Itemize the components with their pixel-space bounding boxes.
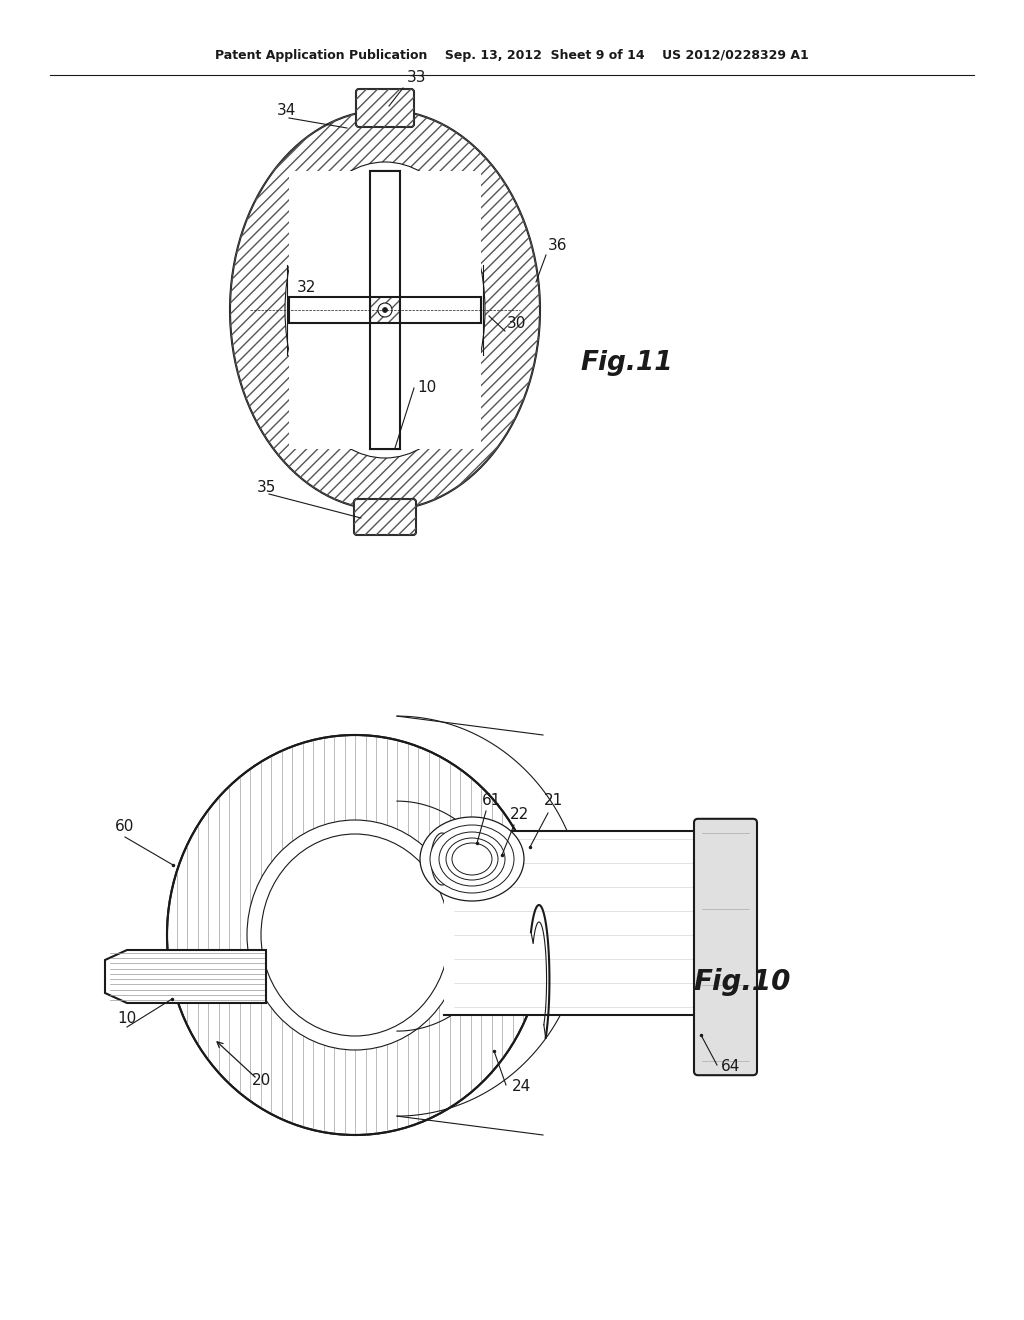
- Bar: [289, 297, 481, 323]
- Ellipse shape: [261, 834, 449, 1036]
- Ellipse shape: [446, 838, 498, 880]
- Ellipse shape: [247, 820, 463, 1049]
- Text: 32: 32: [297, 280, 316, 294]
- Text: 36: 36: [548, 238, 567, 253]
- Bar: [289, 172, 370, 449]
- FancyBboxPatch shape: [356, 88, 414, 127]
- Text: 21: 21: [544, 793, 563, 808]
- Ellipse shape: [420, 817, 524, 902]
- FancyBboxPatch shape: [694, 818, 757, 1076]
- Ellipse shape: [297, 174, 473, 446]
- Polygon shape: [105, 950, 266, 1003]
- Text: 24: 24: [512, 1078, 531, 1094]
- Text: 61: 61: [482, 793, 502, 808]
- Text: 30: 30: [507, 315, 526, 331]
- Bar: [400, 172, 481, 449]
- Bar: [289, 297, 481, 323]
- Text: 64: 64: [721, 1059, 740, 1074]
- Bar: [370, 323, 400, 449]
- FancyBboxPatch shape: [354, 499, 416, 535]
- Ellipse shape: [167, 735, 543, 1135]
- Text: 60: 60: [115, 818, 134, 834]
- Ellipse shape: [431, 833, 453, 884]
- Text: 34: 34: [278, 103, 296, 117]
- Text: 35: 35: [257, 480, 276, 495]
- Text: Fig.11: Fig.11: [580, 350, 673, 376]
- Text: 10: 10: [417, 380, 436, 395]
- Text: 10: 10: [117, 1011, 136, 1026]
- Ellipse shape: [378, 304, 392, 317]
- Ellipse shape: [285, 162, 485, 458]
- Text: Fig.10: Fig.10: [693, 968, 791, 997]
- Bar: [370, 172, 400, 449]
- Ellipse shape: [439, 832, 505, 886]
- Bar: [370, 172, 400, 449]
- Text: Patent Application Publication    Sep. 13, 2012  Sheet 9 of 14    US 2012/022832: Patent Application Publication Sep. 13, …: [215, 49, 809, 62]
- Bar: [370, 172, 400, 297]
- Ellipse shape: [230, 110, 540, 510]
- Text: 33: 33: [407, 70, 427, 84]
- Bar: [370, 172, 400, 449]
- Ellipse shape: [383, 308, 387, 313]
- Text: 20: 20: [252, 1073, 271, 1088]
- Ellipse shape: [452, 843, 492, 875]
- Ellipse shape: [430, 825, 514, 894]
- Bar: [289, 297, 481, 323]
- Bar: [444, 832, 703, 1015]
- Text: 22: 22: [510, 807, 529, 822]
